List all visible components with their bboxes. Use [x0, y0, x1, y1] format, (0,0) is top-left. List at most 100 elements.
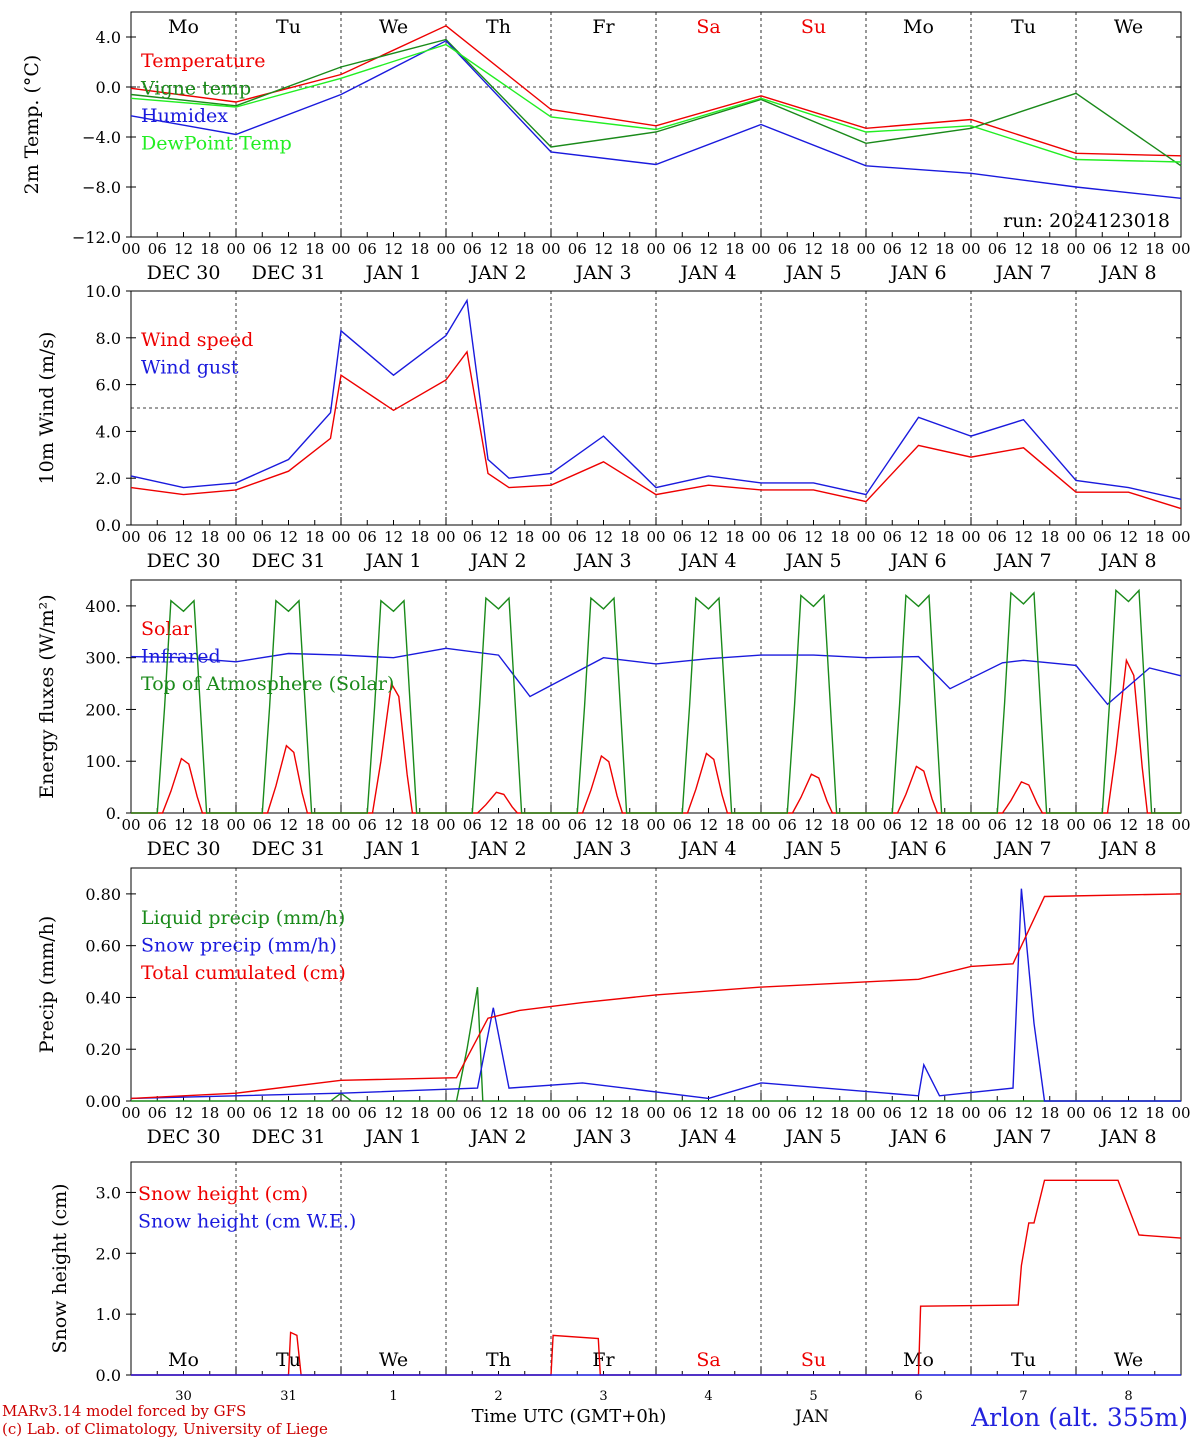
x-tick-label: 00 — [1171, 816, 1190, 834]
x-tick-label: 00 — [226, 1104, 245, 1122]
x-tick-label: 06 — [358, 1104, 377, 1122]
x-tick-label: 00 — [1171, 528, 1190, 546]
weekday-label: Tu — [276, 1349, 301, 1371]
legend-entry: Vigne temp — [140, 78, 251, 100]
x-tick-label: 00 — [856, 816, 875, 834]
date-label: JAN 6 — [888, 1126, 946, 1148]
date-label: JAN 7 — [993, 1126, 1051, 1148]
date-label: DEC 30 — [147, 838, 221, 860]
day-number-label: 8 — [1124, 1389, 1132, 1404]
x-tick-label: 18 — [200, 1104, 219, 1122]
y-tick-label: 100. — [85, 752, 121, 771]
legend-entry: Wind speed — [141, 329, 253, 351]
x-tick-label: 12 — [594, 816, 613, 834]
x-tick-label: 06 — [988, 1104, 1007, 1122]
x-tick-label: 12 — [804, 1104, 823, 1122]
x-tick-label: 18 — [830, 528, 849, 546]
x-tick-label: 00 — [436, 528, 455, 546]
x-tick-label: 06 — [253, 816, 272, 834]
x-tick-label: 12 — [489, 528, 508, 546]
x-tick-label: 12 — [1119, 816, 1138, 834]
weekday-label: Sa — [696, 1349, 720, 1371]
x-tick-label: 00 — [1066, 1104, 1085, 1122]
date-label: DEC 30 — [147, 262, 221, 284]
date-label: DEC 30 — [147, 550, 221, 572]
x-tick-label: 18 — [620, 1104, 639, 1122]
x-tick-label: 18 — [830, 816, 849, 834]
y-axis-label: Energy fluxes (W/m²) — [36, 594, 58, 798]
series-line — [131, 986, 1181, 1102]
x-tick-label: 12 — [1014, 240, 1033, 258]
x-tick-label: 12 — [279, 1104, 298, 1122]
date-label: JAN 1 — [363, 838, 421, 860]
legend-entry: Liquid precip (mm/h) — [141, 907, 345, 929]
x-tick-label: 18 — [830, 240, 849, 258]
y-tick-label: 0.40 — [85, 988, 121, 1007]
weekday-label: Su — [801, 1349, 826, 1371]
x-tick-label: 12 — [489, 1104, 508, 1122]
day-number-label: 1 — [389, 1389, 397, 1404]
weekday-label: Tu — [1011, 1349, 1036, 1371]
date-label: JAN 7 — [993, 838, 1051, 860]
x-tick-label: 18 — [305, 1104, 324, 1122]
x-tick-label: 18 — [200, 528, 219, 546]
date-label: JAN 4 — [678, 838, 736, 860]
x-tick-label: 18 — [620, 528, 639, 546]
date-label: JAN 1 — [363, 262, 421, 284]
x-tick-label: 00 — [436, 1104, 455, 1122]
x-tick-label: 18 — [620, 240, 639, 258]
series-line — [130, 350, 1182, 510]
date-label: DEC 31 — [252, 838, 326, 860]
x-tick-label: 18 — [1145, 1104, 1164, 1122]
weekday-label: Tu — [276, 16, 301, 38]
date-label: JAN 6 — [888, 550, 946, 572]
series-line — [130, 38, 1182, 167]
y-tick-label: 0.0 — [96, 1366, 121, 1385]
y-tick-label: 0.20 — [85, 1040, 121, 1059]
y-tick-label: −4.0 — [82, 128, 121, 147]
date-label: JAN 8 — [1098, 1126, 1156, 1148]
series-line — [130, 39, 1182, 199]
x-tick-label: 18 — [1040, 816, 1059, 834]
weekday-label: We — [1114, 16, 1143, 38]
x-tick-label: 12 — [1014, 816, 1033, 834]
x-tick-label: 18 — [1145, 816, 1164, 834]
y-axis-label: 2m Temp. (°C) — [21, 55, 43, 195]
y-tick-label: 0.80 — [85, 885, 121, 904]
x-tick-label: 06 — [463, 240, 482, 258]
y-tick-label: 200. — [85, 700, 121, 719]
weekday-label: We — [379, 16, 408, 38]
legend-entry: Solar — [141, 618, 193, 640]
date-label: JAN 2 — [468, 550, 526, 572]
weekday-label: We — [379, 1349, 408, 1371]
date-label: JAN 1 — [363, 1126, 421, 1148]
x-tick-label: 18 — [410, 528, 429, 546]
x-tick-label: 00 — [121, 1104, 140, 1122]
y-tick-label: 6.0 — [96, 376, 121, 395]
x-tick-label: 12 — [489, 240, 508, 258]
x-tick-label: 00 — [1066, 528, 1085, 546]
x-tick-label: 00 — [856, 240, 875, 258]
weekday-label: Th — [486, 16, 511, 38]
x-tick-label: 18 — [725, 240, 744, 258]
date-label: JAN 6 — [888, 262, 946, 284]
weekday-label: We — [1114, 1349, 1143, 1371]
date-label: JAN 6 — [888, 838, 946, 860]
x-tick-label: 00 — [1171, 1104, 1190, 1122]
x-tick-label: 12 — [594, 240, 613, 258]
panel-3: 0.00 0.20 0.40 0.60 0.80 Precip (mm/h) 00 06 12 1… — [36, 867, 1191, 1148]
x-tick-label: 18 — [1040, 1104, 1059, 1122]
x-tick-label: 12 — [909, 528, 928, 546]
y-axis-label: Snow height (cm) — [49, 1183, 71, 1353]
series-line — [130, 24, 1182, 157]
plot-frame — [130, 11, 1182, 238]
x-tick-label: 06 — [988, 816, 1007, 834]
x-tick-label: 18 — [410, 816, 429, 834]
x-tick-label: 00 — [541, 1104, 560, 1122]
x-tick-label: 06 — [778, 528, 797, 546]
date-label: DEC 30 — [147, 1126, 221, 1148]
x-tick-label: 00 — [226, 816, 245, 834]
legend-entry: Wind gust — [141, 357, 239, 379]
date-label: JAN 7 — [993, 262, 1051, 284]
x-tick-label: 18 — [620, 816, 639, 834]
